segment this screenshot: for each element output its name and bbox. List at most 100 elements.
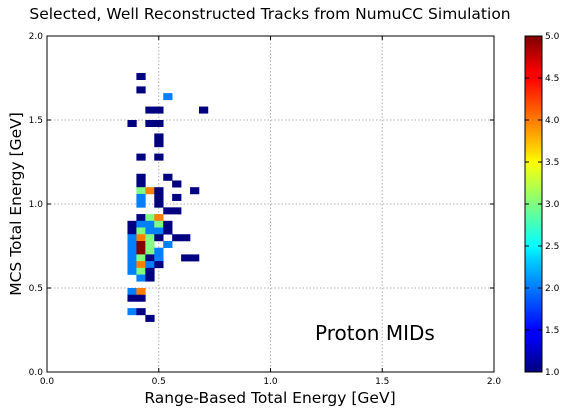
histogram-bin: [127, 241, 136, 248]
histogram-bin: [154, 107, 163, 114]
colorbar-tick-label: 1.0: [545, 368, 560, 378]
histogram-bin: [154, 228, 163, 235]
histogram-bin: [154, 201, 163, 208]
histogram-bin: [163, 221, 172, 228]
histogram-bin: [145, 254, 154, 261]
histogram-bin: [127, 234, 136, 241]
histogram-bin: [136, 194, 145, 201]
histogram-bin: [136, 86, 145, 93]
histogram-bin: [127, 254, 136, 261]
histogram-bin: [172, 234, 181, 241]
histogram-bin: [127, 288, 136, 295]
colorbar-tick-label: 2.5: [545, 242, 559, 252]
histogram-bin: [163, 228, 172, 235]
histogram-bin: [136, 234, 145, 241]
histogram-bin: [145, 107, 154, 114]
histogram-bin: [145, 241, 154, 248]
histogram-bin: [136, 228, 145, 235]
histogram-bin: [127, 308, 136, 315]
histogram-bin: [154, 254, 163, 261]
histogram-bin: [136, 73, 145, 80]
histogram-bin: [181, 254, 190, 261]
histogram-bin: [154, 221, 163, 228]
histogram-bin: [127, 248, 136, 255]
y-tick-label: 0.5: [29, 284, 43, 294]
y-tick-label: 1.0: [29, 200, 44, 210]
histogram-bin: [136, 268, 145, 275]
histogram-bin: [172, 207, 181, 214]
chart-title: Selected, Well Reconstructed Tracks from…: [29, 5, 510, 23]
histogram-bin: [181, 234, 190, 241]
histogram-bin: [145, 187, 154, 194]
colorbar-tick-label: 2.0: [545, 284, 560, 294]
histogram-bin: [136, 214, 145, 221]
colorbar-tick-label: 3.0: [545, 200, 560, 210]
histogram-bin: [145, 228, 154, 235]
histogram-bin: [136, 288, 145, 295]
x-tick-label: 0.0: [40, 377, 55, 387]
histogram-bin: [154, 187, 163, 194]
histogram-bin: [145, 120, 154, 127]
x-axis-label: Range-Based Total Energy [GeV]: [144, 389, 395, 407]
histogram-bin: [136, 261, 145, 268]
histogram-bin: [136, 154, 145, 161]
histogram-bin: [154, 214, 163, 221]
histogram-bin: [145, 248, 154, 255]
histogram-bin: [136, 248, 145, 255]
histogram-bin: [127, 228, 136, 235]
histogram-bin: [136, 308, 145, 315]
histogram-bin: [163, 241, 172, 248]
histogram-bin: [154, 133, 163, 140]
histogram-bin: [145, 315, 154, 322]
histogram-bin: [136, 275, 145, 282]
y-tick-label: 0.0: [29, 368, 44, 378]
histogram-bin: [136, 254, 145, 261]
colorbar-tick-label: 4.0: [545, 116, 560, 126]
y-axis-label: MCS Total Energy [GeV]: [7, 112, 25, 296]
histogram-bin: [145, 261, 154, 268]
histogram-bin: [127, 221, 136, 228]
histogram-bin: [127, 268, 136, 275]
colorbar-tick-label: 4.5: [545, 74, 559, 84]
histogram-bin: [136, 295, 145, 302]
histogram-bin: [136, 221, 145, 228]
histogram-bin: [154, 194, 163, 201]
chart-annotation: Proton MIDs: [315, 321, 435, 345]
histogram-bin: [145, 214, 154, 221]
histogram-bin: [154, 261, 163, 268]
colorbar-tick-label: 3.5: [545, 158, 559, 168]
histogram-bin: [145, 221, 154, 228]
y-tick-label: 2.0: [29, 32, 44, 42]
histogram-bin: [172, 194, 181, 201]
histogram-bin: [136, 187, 145, 194]
y-tick-label: 1.5: [29, 116, 43, 126]
histogram-bin: [136, 241, 145, 248]
histogram-bin: [136, 180, 145, 187]
histogram-bin: [127, 295, 136, 302]
histogram-bin: [154, 248, 163, 255]
histogram-bin: [127, 120, 136, 127]
colorbar-tick-label: 1.5: [545, 326, 559, 336]
histogram-bin: [154, 234, 163, 241]
histogram-bin: [163, 207, 172, 214]
histogram-bin: [199, 107, 208, 114]
x-tick-label: 1.5: [375, 377, 389, 387]
histogram-bin: [163, 93, 172, 100]
histogram-bin: [136, 174, 145, 181]
histogram-bin: [136, 201, 145, 208]
histogram-bin: [163, 174, 172, 181]
histogram-bin: [145, 275, 154, 282]
x-tick-label: 1.0: [263, 377, 278, 387]
histogram-bin: [127, 261, 136, 268]
histogram-bin: [154, 140, 163, 147]
histogram-bin: [145, 234, 154, 241]
histogram-bin: [190, 187, 199, 194]
histogram-bin: [145, 268, 154, 275]
histogram-bin: [154, 120, 163, 127]
histogram-bin: [154, 154, 163, 161]
histogram-bin: [190, 254, 199, 261]
colorbar-tick-label: 5.0: [545, 32, 560, 42]
x-tick-label: 2.0: [487, 377, 502, 387]
histogram-bin: [172, 180, 181, 187]
